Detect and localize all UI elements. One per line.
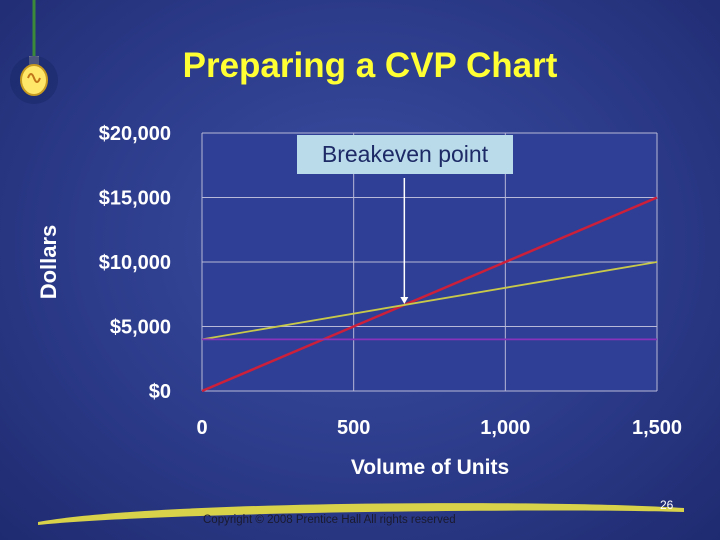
copyright-text: Copyright © 2008 Prentice Hall All right… <box>203 514 456 526</box>
y-axis-label: Dollars <box>36 225 61 300</box>
x-tick-label: 0 <box>196 417 207 439</box>
x-tick-label: 1,500 <box>632 417 682 439</box>
total-cost-line <box>201 261 658 341</box>
light-bulb-icon <box>10 0 58 104</box>
y-tick-label: $0 <box>149 381 171 403</box>
footer-band <box>38 503 684 525</box>
breakeven-arrowhead <box>400 296 409 304</box>
revenue-line <box>201 196 658 393</box>
grid-lines <box>201 132 658 392</box>
y-tick-label: $20,000 <box>99 123 171 145</box>
page-number: 26 <box>660 498 674 512</box>
series-lines <box>201 196 658 393</box>
y-tick-label: $5,000 <box>110 317 171 339</box>
slide-title: Preparing a CVP Chart <box>182 46 558 85</box>
x-axis-label: Volume of Units <box>351 456 509 479</box>
x-tick-label: 1,000 <box>480 417 530 439</box>
x-tick-label: 500 <box>337 417 370 439</box>
tick-labels: 0 500 1,000 1,500 $0 $5,000 $10,000 $15,000 $20,… <box>99 123 682 439</box>
y-tick-label: $10,000 <box>99 252 171 274</box>
breakeven-callout: Breakeven point <box>297 135 513 174</box>
y-tick-label: $15,000 <box>99 188 171 210</box>
